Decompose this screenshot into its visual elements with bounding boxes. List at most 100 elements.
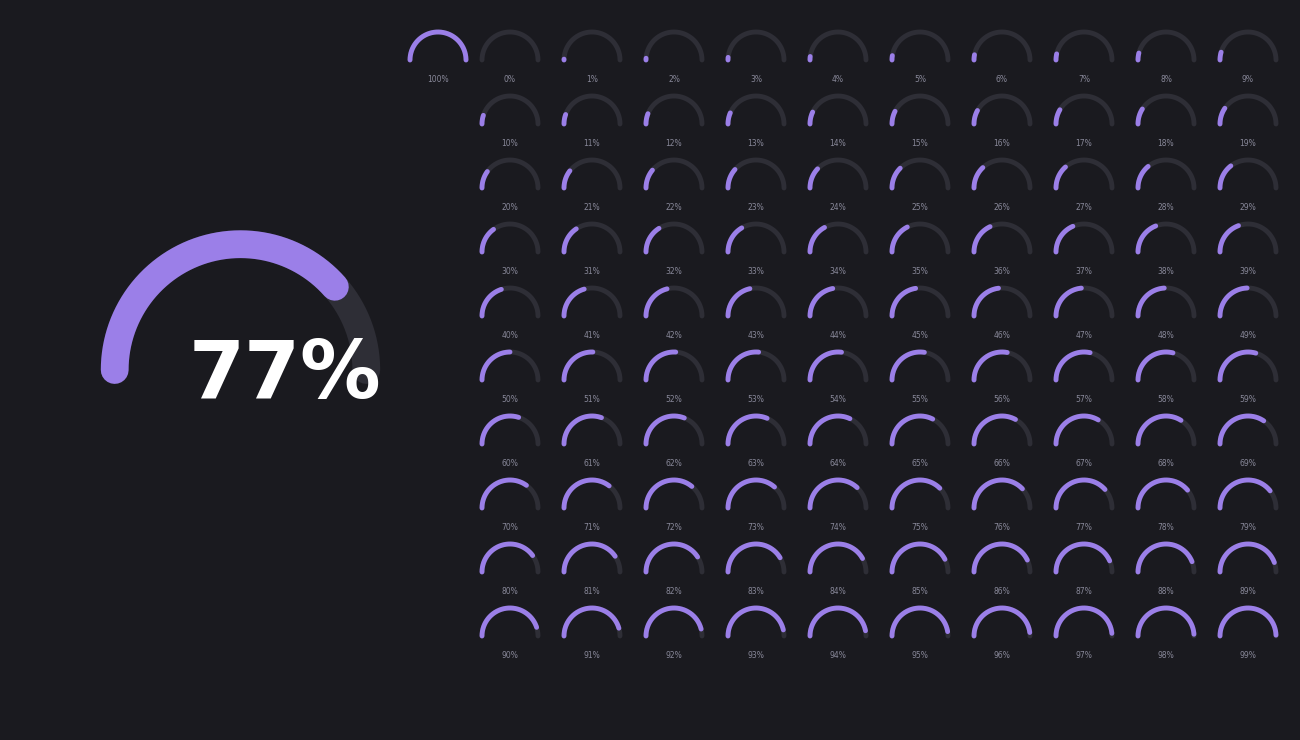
Text: 81%: 81% [584, 588, 601, 596]
Text: 40%: 40% [502, 332, 519, 340]
Text: 16%: 16% [993, 139, 1010, 149]
Text: 49%: 49% [1240, 332, 1256, 340]
Text: 32%: 32% [666, 267, 682, 277]
Text: 52%: 52% [666, 395, 682, 404]
Text: 44%: 44% [829, 332, 846, 340]
Text: 7%: 7% [1078, 75, 1089, 84]
Text: 22%: 22% [666, 204, 682, 212]
Text: 41%: 41% [584, 332, 601, 340]
Text: 15%: 15% [911, 139, 928, 149]
Text: 94%: 94% [829, 651, 846, 660]
Text: 83%: 83% [747, 588, 764, 596]
Text: 82%: 82% [666, 588, 682, 596]
Text: 0%: 0% [504, 75, 516, 84]
Text: 77%: 77% [188, 337, 381, 415]
Text: 88%: 88% [1158, 588, 1174, 596]
Text: 63%: 63% [747, 460, 764, 468]
Text: 21%: 21% [584, 204, 601, 212]
Text: 53%: 53% [747, 395, 764, 404]
Text: 59%: 59% [1240, 395, 1256, 404]
Text: 6%: 6% [996, 75, 1008, 84]
Text: 8%: 8% [1160, 75, 1171, 84]
Text: 10%: 10% [502, 139, 519, 149]
Text: 13%: 13% [747, 139, 764, 149]
Text: 51%: 51% [584, 395, 601, 404]
Text: 60%: 60% [502, 460, 519, 468]
Text: 47%: 47% [1075, 332, 1092, 340]
Text: 86%: 86% [993, 588, 1010, 596]
Text: 77%: 77% [1075, 523, 1092, 532]
Text: 24%: 24% [829, 204, 846, 212]
Text: 87%: 87% [1075, 588, 1092, 596]
Text: 65%: 65% [911, 460, 928, 468]
Text: 64%: 64% [829, 460, 846, 468]
Text: 96%: 96% [993, 651, 1010, 660]
Text: 30%: 30% [502, 267, 519, 277]
Text: 71%: 71% [584, 523, 601, 532]
Text: 95%: 95% [911, 651, 928, 660]
Text: 26%: 26% [993, 204, 1010, 212]
Text: 28%: 28% [1158, 204, 1174, 212]
Text: 54%: 54% [829, 395, 846, 404]
Text: 19%: 19% [1240, 139, 1256, 149]
Text: 35%: 35% [911, 267, 928, 277]
Text: 17%: 17% [1075, 139, 1092, 149]
Text: 67%: 67% [1075, 460, 1092, 468]
Text: 36%: 36% [993, 267, 1010, 277]
Text: 33%: 33% [747, 267, 764, 277]
Text: 74%: 74% [829, 523, 846, 532]
Text: 98%: 98% [1157, 651, 1174, 660]
Text: 84%: 84% [829, 588, 846, 596]
Text: 50%: 50% [502, 395, 519, 404]
Text: 89%: 89% [1240, 588, 1256, 596]
Text: 76%: 76% [993, 523, 1010, 532]
Text: 75%: 75% [911, 523, 928, 532]
Text: 18%: 18% [1158, 139, 1174, 149]
Text: 29%: 29% [1240, 204, 1256, 212]
Text: 5%: 5% [914, 75, 926, 84]
Text: 14%: 14% [829, 139, 846, 149]
Text: 70%: 70% [502, 523, 519, 532]
Text: 27%: 27% [1075, 204, 1092, 212]
Text: 11%: 11% [584, 139, 601, 149]
Text: 72%: 72% [666, 523, 682, 532]
Text: 78%: 78% [1157, 523, 1174, 532]
Text: 58%: 58% [1157, 395, 1174, 404]
Text: 90%: 90% [502, 651, 519, 660]
Text: 99%: 99% [1240, 651, 1256, 660]
Text: 1%: 1% [586, 75, 598, 84]
Text: 55%: 55% [911, 395, 928, 404]
Text: 43%: 43% [747, 332, 764, 340]
Text: 68%: 68% [1157, 460, 1174, 468]
Text: 73%: 73% [747, 523, 764, 532]
Text: 39%: 39% [1240, 267, 1256, 277]
Text: 69%: 69% [1240, 460, 1256, 468]
Text: 80%: 80% [502, 588, 519, 596]
Text: 12%: 12% [666, 139, 682, 149]
Text: 9%: 9% [1242, 75, 1254, 84]
Text: 37%: 37% [1075, 267, 1092, 277]
Text: 42%: 42% [666, 332, 682, 340]
Text: 25%: 25% [911, 204, 928, 212]
Text: 56%: 56% [993, 395, 1010, 404]
Text: 4%: 4% [832, 75, 844, 84]
Text: 57%: 57% [1075, 395, 1092, 404]
Text: 97%: 97% [1075, 651, 1092, 660]
Text: 31%: 31% [584, 267, 601, 277]
Text: 46%: 46% [993, 332, 1010, 340]
Text: 45%: 45% [911, 332, 928, 340]
Text: 66%: 66% [993, 460, 1010, 468]
Text: 93%: 93% [747, 651, 764, 660]
Text: 20%: 20% [502, 204, 519, 212]
Text: 91%: 91% [584, 651, 601, 660]
Text: 23%: 23% [747, 204, 764, 212]
Text: 48%: 48% [1157, 332, 1174, 340]
Text: 85%: 85% [911, 588, 928, 596]
Text: 79%: 79% [1240, 523, 1256, 532]
Text: 38%: 38% [1157, 267, 1174, 277]
Text: 34%: 34% [829, 267, 846, 277]
Text: 2%: 2% [668, 75, 680, 84]
Text: 100%: 100% [428, 75, 448, 84]
Text: 62%: 62% [666, 460, 682, 468]
Text: 92%: 92% [666, 651, 682, 660]
